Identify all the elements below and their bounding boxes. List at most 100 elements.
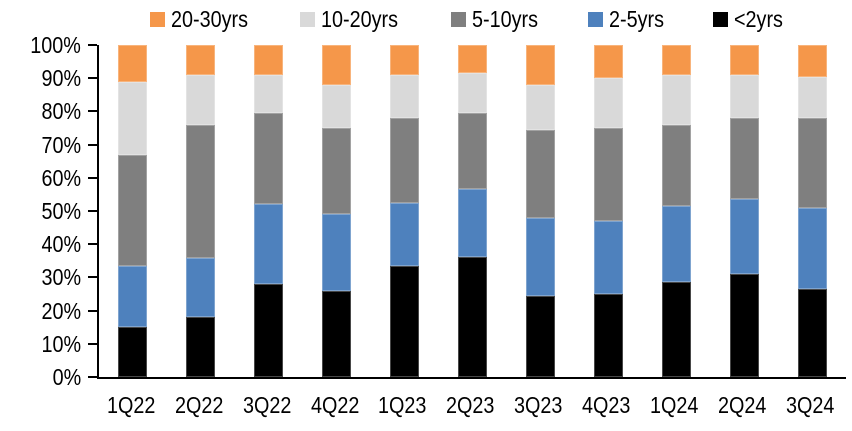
legend-swatch-icon: [450, 11, 466, 27]
y-tick-label: 30%: [1, 265, 81, 289]
bar-segment-2yrs-3q22: [254, 284, 284, 377]
bar-segment-2030yrs-1q23: [390, 45, 420, 75]
y-tick-mark: [88, 77, 97, 80]
y-tick-label-text: 80%: [41, 98, 81, 125]
bar-segment-510yrs-2q22: [186, 124, 216, 258]
bar-3q22: [254, 45, 284, 377]
bar-segment-2yrs-2q22: [186, 317, 216, 377]
bar-segment-2030yrs-4q22: [322, 45, 352, 85]
y-axis: 0% 10% 20% 30% 40% 50% 60% 70% 80% 90% 100%: [0, 33, 97, 389]
bar-segment-2030yrs-3q24: [797, 45, 827, 77]
bar-segment-25yrs-1q23: [390, 202, 420, 266]
x-tick-label: 1Q23: [358, 389, 448, 421]
x-tick-label-text: 3Q22: [242, 392, 291, 418]
bar-segment-2yrs-3q23: [525, 295, 555, 377]
y-tick-mark: [88, 110, 97, 113]
bar-segment-1020yrs-2q23: [458, 73, 487, 114]
legend-swatch-icon: [713, 11, 729, 27]
y-tick-mark: [88, 243, 97, 246]
bar-segment-2yrs-1q22: [118, 327, 148, 377]
y-tick-label: 90%: [1, 66, 81, 90]
legend-label: 10-20yrs: [321, 6, 399, 32]
y-tick-label: 70%: [1, 133, 81, 157]
bar-segment-510yrs-1q22: [118, 154, 148, 266]
bar-segment-510yrs-2q24: [729, 118, 759, 200]
y-tick-mark: [88, 342, 97, 345]
bar-segment-1020yrs-4q23: [593, 78, 623, 129]
bar-segment-1020yrs-3q22: [254, 74, 284, 114]
y-tick-label: 60%: [1, 166, 81, 190]
bar-segment-2yrs-1q23: [390, 265, 420, 377]
y-tick-label-text: 40%: [41, 231, 81, 258]
bar-segment-25yrs-1q24: [661, 206, 691, 283]
bar-segment-25yrs-4q23: [593, 220, 623, 294]
y-tick-mark: [88, 210, 97, 212]
bar-segment-1020yrs-3q23: [525, 84, 555, 130]
bar-segment-2030yrs-2q24: [729, 45, 759, 75]
bar-segment-25yrs-3q24: [797, 207, 827, 290]
legend-label: 5-10yrs: [471, 6, 538, 32]
y-tick-label-text: 60%: [41, 164, 81, 191]
bar-2q23: [458, 45, 487, 377]
legend-item: 5-10yrs: [450, 6, 549, 32]
bar-segment-510yrs-3q23: [525, 129, 555, 218]
x-tick-label-text: 3Q23: [514, 392, 563, 418]
x-axis-labels: 1Q22 2Q22 3Q22 4Q22 1Q23 2Q23 3Q23 4Q23 1Q24 2Q24…: [97, 389, 844, 423]
legend-swatch-icon: [149, 11, 165, 27]
x-tick-label-text: 4Q22: [310, 392, 359, 418]
bar-segment-510yrs-2q23: [458, 113, 487, 190]
bar-segment-25yrs-2q22: [186, 257, 216, 318]
y-tick-label-text: 90%: [41, 65, 81, 92]
x-tick-label: 3Q22: [222, 389, 312, 421]
y-tick-label: 50%: [1, 199, 81, 223]
legend-label: <2yrs: [734, 6, 784, 32]
bar-segment-2yrs-2q23: [458, 257, 487, 377]
y-tick-label-text: 70%: [41, 131, 81, 158]
y-tick-mark: [88, 276, 97, 279]
x-tick-label: 4Q23: [561, 389, 651, 421]
plot-area: [97, 45, 846, 379]
x-tick-label: 1Q24: [629, 389, 719, 421]
legend-swatch-icon: [300, 11, 316, 27]
bar-segment-510yrs-3q22: [254, 113, 284, 205]
bar-segment-510yrs-1q23: [390, 118, 420, 203]
bar-2q24: [729, 45, 759, 377]
x-tick-label-text: 1Q24: [650, 392, 699, 418]
bar-segment-2030yrs-3q23: [525, 45, 555, 85]
bar-segment-1020yrs-4q22: [322, 84, 352, 129]
legend-item: 20-30yrs: [149, 6, 260, 32]
bar-3q23: [525, 45, 555, 377]
y-tick-label: 40%: [1, 232, 81, 256]
bar-1q23: [390, 45, 420, 377]
x-tick-label: 2Q22: [154, 389, 244, 421]
bar-segment-2yrs-3q24: [797, 289, 827, 377]
y-tick-mark: [88, 44, 97, 46]
x-tick-label: 1Q22: [86, 389, 176, 421]
bar-segment-25yrs-3q22: [254, 204, 284, 285]
bar-segment-510yrs-4q23: [593, 128, 623, 221]
bar-segment-1020yrs-1q24: [661, 74, 691, 125]
bar-4q23: [593, 45, 623, 377]
x-tick-label-text: 3Q24: [785, 392, 835, 418]
bar-segment-25yrs-1q22: [118, 265, 148, 328]
x-tick-label-text: 1Q23: [378, 392, 427, 418]
y-tick-label-text: 30%: [41, 264, 81, 291]
bar-4q22: [322, 45, 352, 377]
x-tick-label-text: 2Q23: [446, 392, 495, 418]
bar-segment-2030yrs-1q22: [118, 45, 148, 82]
legend-label: 2-5yrs: [609, 6, 665, 32]
bar-segment-2030yrs-1q24: [661, 45, 691, 75]
bar-segment-1020yrs-2q22: [186, 74, 216, 125]
y-tick-label: 80%: [1, 99, 81, 123]
bar-segment-1020yrs-3q24: [797, 76, 827, 119]
y-tick-label-text: 100%: [30, 32, 81, 58]
bar-2q22: [186, 45, 216, 377]
bar-segment-2030yrs-3q22: [254, 45, 284, 75]
bar-segment-1020yrs-1q23: [390, 74, 420, 119]
bar-segment-2yrs-4q22: [322, 290, 352, 377]
bar-3q24: [797, 45, 827, 377]
x-tick-label: 4Q22: [290, 389, 380, 421]
x-tick-label: 2Q23: [426, 389, 516, 421]
bar-1q24: [661, 45, 691, 377]
